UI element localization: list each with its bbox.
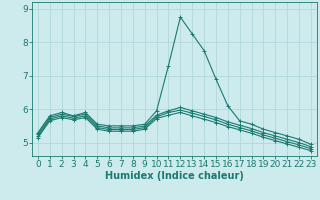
X-axis label: Humidex (Indice chaleur): Humidex (Indice chaleur) [105,171,244,181]
